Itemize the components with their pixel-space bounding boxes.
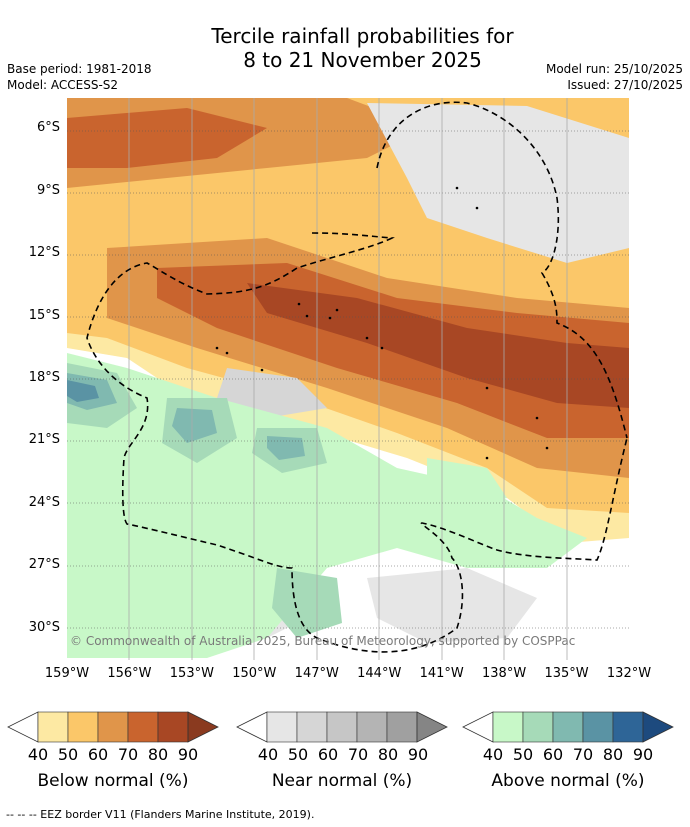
x-tick-label: 153°W — [169, 666, 214, 681]
colorbar-segment — [386, 711, 418, 743]
y-tick-label: 30°S — [28, 619, 60, 635]
colorbar-max-arrow — [416, 711, 448, 743]
y-tick-label: 18°S — [28, 370, 60, 385]
above-normal-40-patch — [427, 458, 507, 508]
y-tick-label: 21°S — [28, 432, 60, 448]
colorbar-segment — [552, 711, 584, 743]
colorbar-tick-label: 80 — [377, 745, 399, 764]
below-normal-80-band — [247, 283, 629, 408]
below-normal-70-region — [67, 108, 267, 168]
x-tick-label: 159°W — [44, 666, 90, 681]
chart-title-line1: Tercile rainfall probabilities for — [211, 24, 514, 48]
colorbar-tick-label: 40 — [27, 745, 49, 764]
colorbar-tick-label: 70 — [572, 745, 594, 764]
y-tick-label: 12°S — [28, 245, 60, 261]
issued-date: Issued: 27/10/2025 — [567, 78, 683, 92]
colorbar-tick-label: 80 — [602, 745, 624, 764]
y-tick-label: 6°S — [36, 120, 60, 136]
colorbar-segment — [266, 711, 298, 743]
colorbar-tick-label: 90 — [177, 745, 199, 764]
copyright-notice: © Commonwealth of Australia 2025, Bureau… — [70, 634, 576, 648]
colorbar-tick-label: 60 — [542, 745, 564, 764]
y-tick-label: 27°S — [28, 557, 60, 573]
x-tick-label: 147°W — [294, 666, 339, 681]
gridlines-vertical — [128, 98, 568, 660]
colorbar-tick-label: 90 — [632, 745, 654, 764]
colorbar-max-arrow — [187, 711, 219, 743]
colorbar-tick-label: 80 — [147, 745, 169, 764]
probability-map — [67, 98, 629, 660]
model-name: Model: ACCESS-S2 — [7, 78, 119, 92]
colorbar-segment — [492, 711, 524, 743]
colorbar-min-arrow — [7, 711, 39, 743]
colorbar-segment — [326, 711, 358, 743]
colorbar-segment — [522, 711, 554, 743]
above-normal-70-patch-b — [172, 408, 217, 443]
x-tick-label: 138°W — [482, 666, 527, 681]
y-tick-label: 15°S — [28, 307, 60, 323]
above-normal-80-patch — [67, 380, 99, 402]
colorbar-tick-label: 70 — [347, 745, 369, 764]
colorbar-min-arrow — [236, 711, 268, 743]
colorbar-segment — [67, 711, 99, 743]
colorbar-tick-label: 40 — [257, 745, 279, 764]
colorbar-segment — [127, 711, 159, 743]
island-markers — [215, 186, 549, 460]
eez-border-french-polynesia — [86, 232, 628, 653]
near-normal-patch-ne — [367, 103, 629, 263]
colorbar-segment — [356, 711, 388, 743]
y-tick-label: 24°S — [28, 494, 60, 510]
eez-footnote: -- -- -- EEZ border V11 (Flanders Marine… — [6, 808, 315, 821]
base-period: Base period: 1981-2018 — [7, 62, 152, 76]
colorbar-tick-label: 40 — [482, 745, 504, 764]
colorbar-tick-label: 90 — [407, 745, 429, 764]
colorbar-tick-label: 50 — [287, 745, 309, 764]
y-tick-label: 9°S — [36, 182, 60, 198]
x-tick-label: 141°W — [419, 666, 464, 681]
colorbar-segment — [97, 711, 129, 743]
colorbar-segment — [296, 711, 328, 743]
colorbar-segment — [37, 711, 69, 743]
near-normal-patch-se — [367, 568, 537, 643]
model-run: Model run: 25/10/2025 — [545, 62, 683, 76]
colorbar-segment — [612, 711, 644, 743]
x-tick-label: 156°W — [107, 666, 152, 681]
x-tick-label: 132°W — [606, 666, 652, 681]
above-normal-70-patch-c — [267, 436, 305, 460]
colorbar-segment — [582, 711, 614, 743]
colorbar-min-arrow — [462, 711, 494, 743]
x-tick-label: 135°W — [544, 666, 589, 681]
colorbar-tick-label: 70 — [117, 745, 139, 764]
chart-title-line2: 8 to 21 November 2025 — [243, 48, 482, 72]
colorbar-max-arrow — [642, 711, 674, 743]
x-tick-label: 144°W — [357, 666, 402, 681]
above-normal-50-patch-c — [272, 568, 342, 638]
colorbar-tick-label: 50 — [57, 745, 79, 764]
colorbar-title: Above normal (%) — [491, 771, 645, 791]
colorbar-tick-label: 60 — [87, 745, 109, 764]
colorbar-tick-label: 50 — [512, 745, 534, 764]
colorbar-title: Near normal (%) — [271, 771, 413, 791]
gridlines — [67, 130, 629, 629]
colorbars — [7, 711, 674, 743]
eez-border-marquesas — [376, 101, 628, 439]
colorbar-segment — [157, 711, 189, 743]
colorbar-tick-label: 60 — [317, 745, 339, 764]
colorbar-title: Below normal (%) — [37, 771, 189, 791]
x-tick-label: 150°W — [232, 666, 277, 681]
